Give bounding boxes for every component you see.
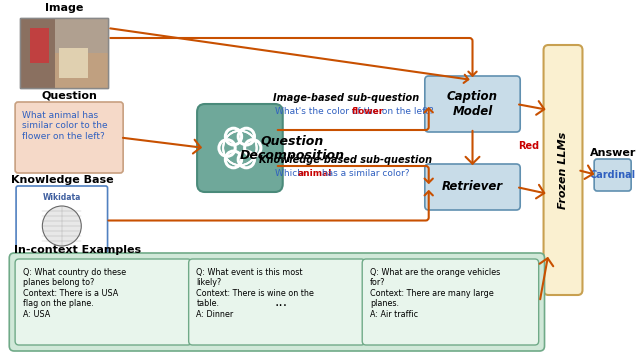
- Text: Retriever: Retriever: [442, 180, 503, 193]
- FancyBboxPatch shape: [362, 259, 539, 345]
- FancyBboxPatch shape: [425, 76, 520, 132]
- Bar: [20, 18, 55, 88]
- Bar: [29, 28, 49, 63]
- Text: Knowledge Base: Knowledge Base: [10, 175, 113, 185]
- FancyBboxPatch shape: [15, 259, 191, 345]
- FancyBboxPatch shape: [16, 186, 108, 255]
- Text: Q: What country do these
planes belong to?
Context: There is a USA
flag on the p: Q: What country do these planes belong t…: [23, 268, 126, 319]
- FancyBboxPatch shape: [425, 164, 520, 210]
- Text: Image-based sub-question: Image-based sub-question: [273, 93, 419, 103]
- Text: has a similar color?: has a similar color?: [319, 169, 409, 178]
- Text: Red: Red: [518, 141, 540, 151]
- Text: What's the color of the: What's the color of the: [275, 108, 381, 117]
- Bar: [20, 18, 108, 88]
- Text: ...: ...: [275, 295, 288, 309]
- Text: What animal has
similar color to the
flower on the left?: What animal has similar color to the flo…: [22, 111, 108, 141]
- Text: Which: Which: [275, 169, 306, 178]
- Text: Question: Question: [41, 91, 97, 101]
- Text: Cardinal: Cardinal: [589, 170, 636, 180]
- FancyBboxPatch shape: [9, 253, 545, 351]
- Text: animal: animal: [298, 169, 332, 178]
- Bar: [55, 53, 108, 88]
- Bar: [59, 48, 88, 78]
- FancyBboxPatch shape: [197, 104, 283, 192]
- Text: Q: What event is this most
likely?
Context: There is wine on the
table.
A: Dinne: Q: What event is this most likely? Conte…: [196, 268, 314, 319]
- FancyBboxPatch shape: [543, 45, 582, 295]
- Text: on the left?: on the left?: [379, 108, 434, 117]
- Circle shape: [42, 206, 81, 246]
- FancyBboxPatch shape: [594, 159, 631, 191]
- Text: Answer: Answer: [589, 148, 636, 158]
- Text: In-context Examples: In-context Examples: [14, 245, 141, 255]
- Text: Frozen LLMs: Frozen LLMs: [558, 131, 568, 209]
- FancyBboxPatch shape: [189, 259, 365, 345]
- Text: Question
Decomposition: Question Decomposition: [240, 134, 345, 162]
- Text: Caption
Model: Caption Model: [447, 90, 498, 118]
- FancyBboxPatch shape: [15, 102, 123, 173]
- Bar: [20, 18, 108, 88]
- FancyBboxPatch shape: [20, 18, 108, 88]
- Text: flower: flower: [352, 108, 384, 117]
- Text: Q: What are the orange vehicles
for?
Context: There are many large
planes.
A: Ai: Q: What are the orange vehicles for? Con…: [370, 268, 500, 319]
- Text: Image: Image: [45, 3, 83, 13]
- Text: Wikidata: Wikidata: [43, 193, 81, 202]
- Text: Knowledge-based sub-question: Knowledge-based sub-question: [259, 155, 433, 165]
